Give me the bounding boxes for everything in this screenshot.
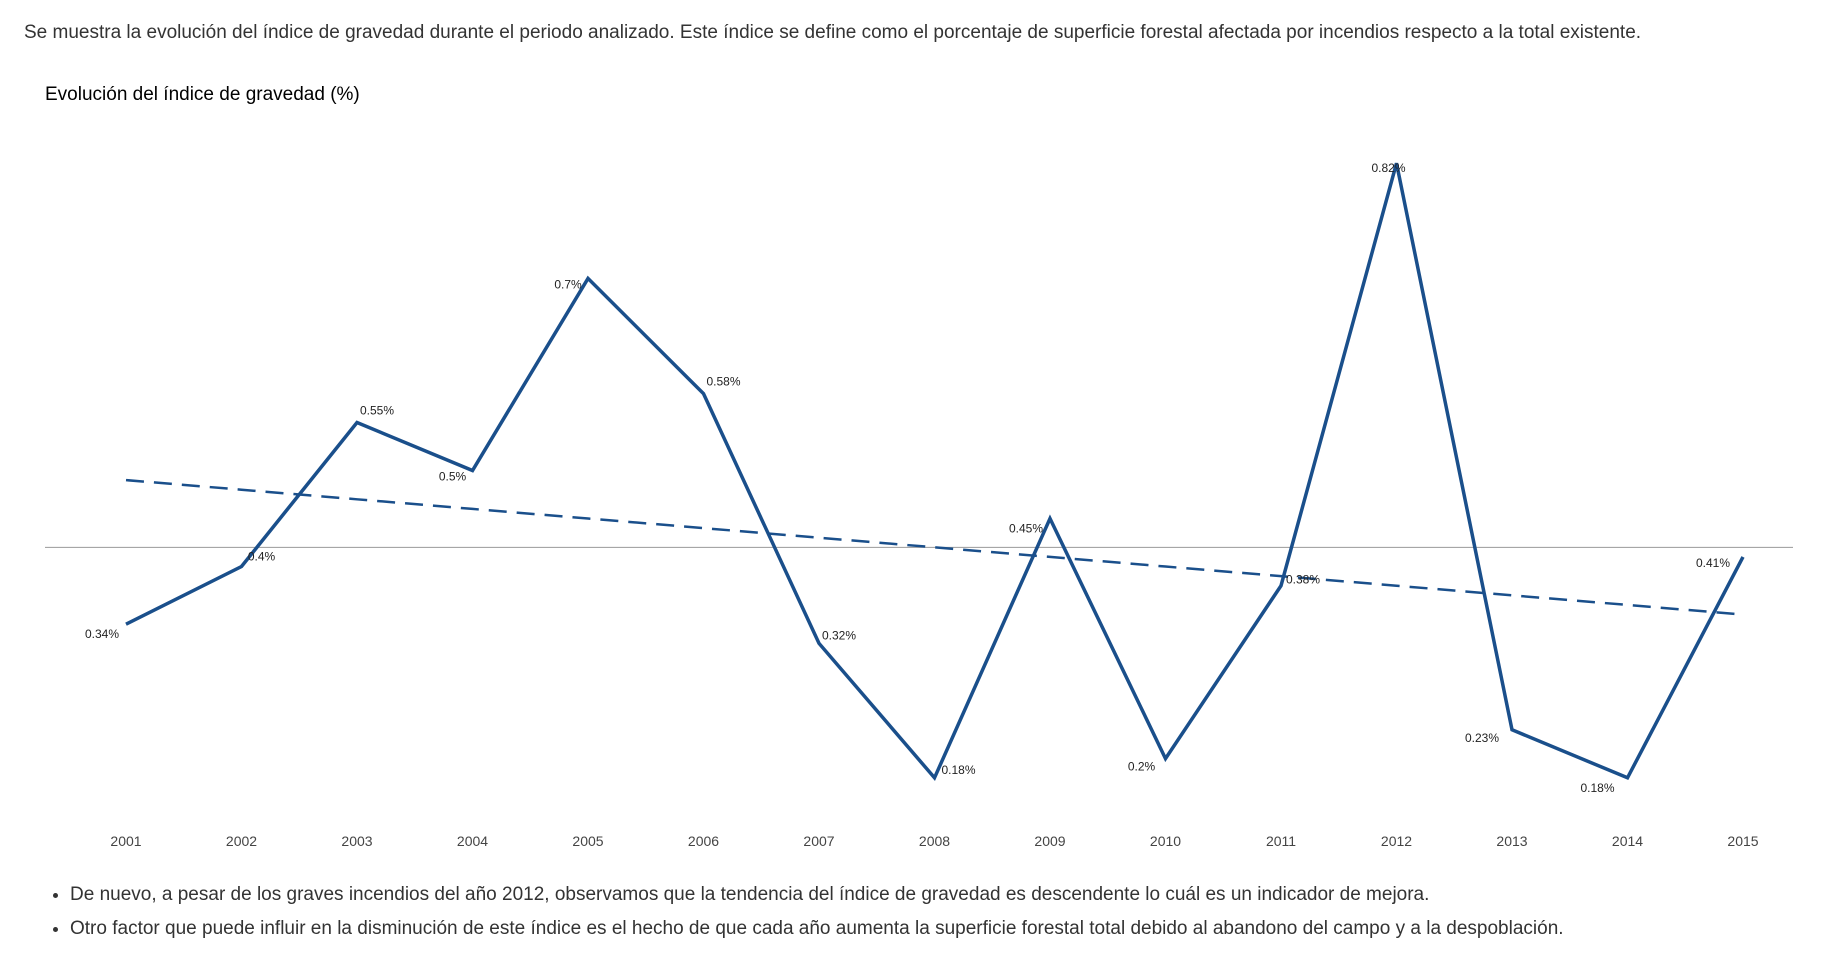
x-tick-label: 2004 xyxy=(457,833,488,849)
bullet-item: Otro factor que puede influir en la dism… xyxy=(70,912,1564,946)
x-tick-label: 2014 xyxy=(1612,833,1643,849)
data-label: 0.7% xyxy=(554,277,582,291)
x-tick-label: 2007 xyxy=(803,833,834,849)
x-tick-label: 2015 xyxy=(1727,833,1758,849)
data-label: 0.18% xyxy=(1580,781,1614,795)
x-tick-label: 2012 xyxy=(1381,833,1412,849)
x-tick-label: 2013 xyxy=(1496,833,1527,849)
bullet-item: De nuevo, a pesar de los graves incendio… xyxy=(70,878,1564,912)
x-tick-label: 2008 xyxy=(919,833,950,849)
x-tick-label: 2009 xyxy=(1034,833,1065,849)
x-axis-labels: 2001 2002 2003 2004 2005 2006 2007 2008 2009 2010… xyxy=(110,833,1758,849)
x-tick-label: 2001 xyxy=(110,833,141,849)
data-label: 0.34% xyxy=(85,627,119,641)
chart-series xyxy=(125,162,1745,782)
intro-text: Se muestra la evolución del índice de gr… xyxy=(24,22,1642,43)
data-labels: 0.34% 0.4% 0.55% 0.5% 0.7% 0.58% 0.32% 0.18% 0.4… xyxy=(85,161,1730,795)
x-tick-label: 2003 xyxy=(341,833,372,849)
trend-line xyxy=(125,478,1744,616)
data-label: 0.5% xyxy=(439,470,467,484)
data-label: 0.38% xyxy=(1286,573,1320,587)
data-label: 0.55% xyxy=(360,403,394,417)
x-tick-label: 2005 xyxy=(572,833,603,849)
data-label: 0.41% xyxy=(1696,556,1730,570)
data-label: 0.58% xyxy=(706,375,740,389)
bullet-list: De nuevo, a pesar de los graves incendio… xyxy=(46,878,1564,946)
line-chart: 2001 2002 2003 2004 2005 2006 2007 2008 2009 2010… xyxy=(45,161,1793,849)
data-label: 0.82% xyxy=(1371,161,1405,175)
data-label: 0.18% xyxy=(941,763,975,777)
x-tick-label: 2011 xyxy=(1266,833,1296,849)
x-tick-label: 2006 xyxy=(688,833,719,849)
x-tick-label: 2010 xyxy=(1150,833,1181,849)
data-label: 0.45% xyxy=(1009,522,1043,536)
data-label: 0.2% xyxy=(1128,760,1156,774)
data-label: 0.32% xyxy=(822,628,856,642)
chart-title: Evolución del índice de gravedad (%) xyxy=(45,84,360,105)
x-tick-label: 2002 xyxy=(226,833,257,849)
data-label: 0.4% xyxy=(248,550,276,564)
data-label: 0.23% xyxy=(1465,731,1499,745)
series-line xyxy=(125,162,1745,782)
